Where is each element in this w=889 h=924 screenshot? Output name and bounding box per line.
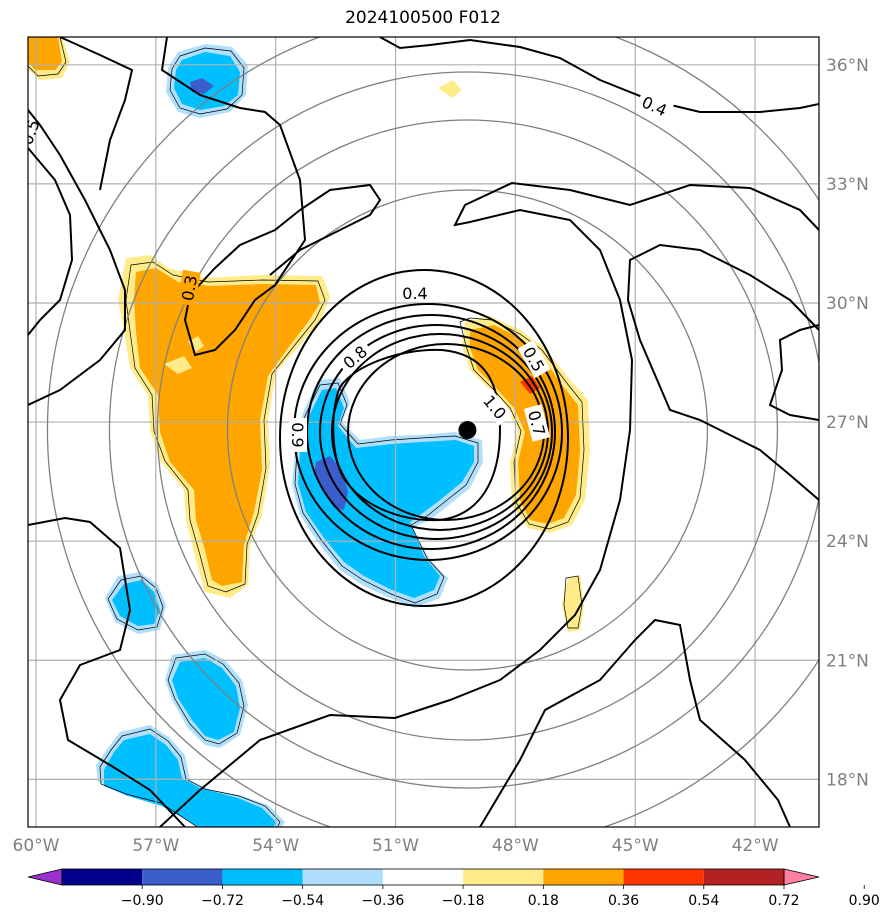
lat-tick-label: 24°N: [826, 532, 869, 552]
lon-tick-label: 54°W: [252, 836, 299, 856]
colorbar-tick-label: 0.72: [768, 893, 799, 909]
lat-lon-grid: [28, 37, 819, 827]
colorbar-tick-label: 0.90: [849, 893, 880, 909]
longitude-labels: 60°W 57°W 54°W 51°W 48°W 45°W 42°W: [13, 836, 779, 856]
latitude-labels: 36°N 33°N 30°N 27°N 24°N 21°N 18°N: [826, 56, 869, 791]
storm-center-marker: [458, 421, 477, 440]
lon-tick-label: 45°W: [612, 836, 659, 856]
colorbar-segment: [302, 869, 383, 885]
colorbar-tick-label: −0.72: [201, 893, 244, 909]
chart-title: 2024100500 F012: [345, 8, 501, 28]
range-ring: [108, 71, 819, 789]
lat-tick-label: 18°N: [826, 770, 869, 790]
contour-label-5: 0.9: [288, 422, 307, 447]
colorbar-segment: [142, 869, 223, 885]
range-rings: [46, 37, 819, 827]
colorbar-segment: [62, 869, 143, 885]
colorbar-segment: [623, 869, 704, 885]
colorbar-tick-label: −0.18: [442, 893, 485, 909]
colorbar-tick-label: 0.18: [528, 893, 559, 909]
map-content: 0.4 0.4 0.8 1.0 0.9 0.7 0.5 0.3 0.5: [28, 37, 819, 827]
shading-negative-mid: [104, 52, 474, 827]
range-ring: [226, 189, 709, 671]
lon-tick-label: 51°W: [372, 836, 419, 856]
colorbar-tick-label: −0.36: [361, 893, 404, 909]
range-ring: [46, 37, 819, 827]
contour-label-8: 0.3: [178, 274, 201, 302]
lon-tick-label: 48°W: [492, 836, 539, 856]
colorbar-segment: [543, 869, 624, 885]
contour-lines: [28, 37, 819, 827]
colorbar-segment: [382, 869, 464, 885]
lat-tick-label: 33°N: [826, 175, 869, 195]
colorbar-tick-label: −0.54: [281, 893, 324, 909]
lat-tick-label: 36°N: [826, 56, 869, 76]
colorbar-tick-label: 0.36: [608, 893, 639, 909]
lon-tick-label: 57°W: [132, 836, 179, 856]
lat-tick-label: 30°N: [826, 294, 869, 314]
colorbar-segment: [463, 869, 544, 885]
shading-positive-holes: [164, 336, 204, 374]
colorbar: −0.90 −0.72 −0.54 −0.36 −0.18 0.18 0.36 0.54 0.7…: [27, 868, 880, 909]
colorbar-tick-label: 0.54: [688, 893, 719, 909]
colorbar-tick-label: −0.90: [121, 893, 164, 909]
lat-tick-label: 21°N: [826, 651, 869, 671]
lat-tick-label: 27°N: [826, 413, 869, 433]
colorbar-extend-max: [783, 868, 820, 886]
lon-tick-label: 60°W: [13, 836, 60, 856]
lon-tick-label: 42°W: [732, 836, 779, 856]
colorbar-segment: [703, 869, 784, 885]
colorbar-frame: [61, 868, 785, 886]
colorbar-segment: [222, 869, 303, 885]
map-frame: [27, 36, 820, 828]
colorbar-extend-min: [27, 868, 63, 886]
contour-label-1: 0.4: [402, 284, 427, 303]
range-ring: [156, 119, 779, 741]
